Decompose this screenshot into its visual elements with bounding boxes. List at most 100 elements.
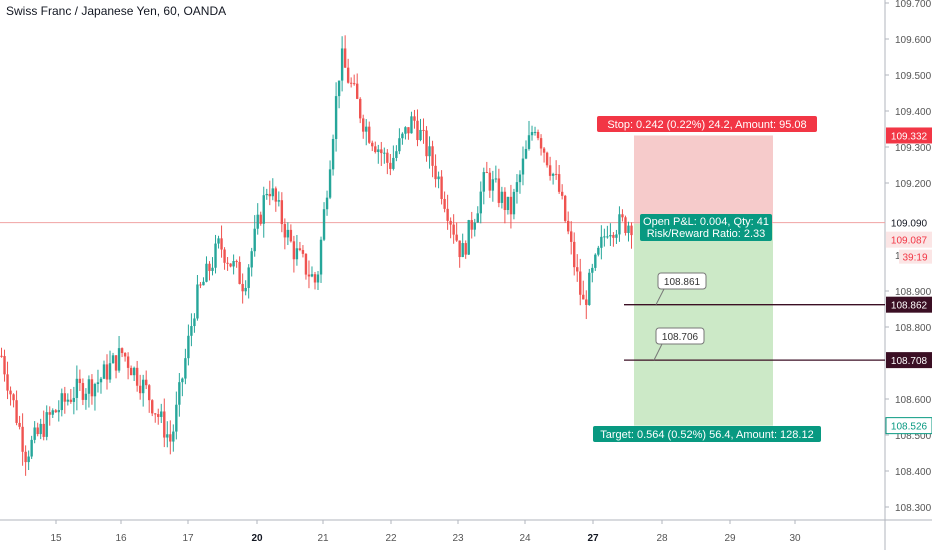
level1-callout-pointer [655, 288, 665, 305]
level1-price-label: 108.862 [891, 301, 928, 312]
candle-body [181, 378, 184, 383]
candle-body [6, 374, 9, 391]
candle-body [129, 367, 133, 376]
candle-body [214, 243, 217, 268]
candle-body [328, 169, 332, 198]
candle-body [75, 378, 79, 398]
candle-body [148, 385, 151, 401]
candle-body [60, 393, 63, 411]
candle-body [114, 355, 118, 371]
candle-body [36, 427, 39, 435]
candle-body [93, 384, 97, 397]
candle-body [533, 131, 537, 133]
candle-body [190, 326, 193, 336]
candle-body [346, 67, 350, 83]
candle-body [334, 96, 338, 139]
candle-body [81, 383, 85, 400]
price-tick-label: 109.500 [895, 71, 932, 82]
level2-price-label-bg [886, 352, 932, 369]
time-tick-label: 17 [182, 533, 194, 544]
candle-body [606, 236, 609, 238]
candle-body [467, 220, 470, 255]
candle-body [292, 241, 296, 260]
candle-body [175, 404, 178, 432]
candle-body [349, 82, 353, 84]
candle-body [392, 157, 395, 169]
candle-body [30, 439, 33, 457]
chart-title: Swiss Franc / Japanese Yen, 60, OANDA [6, 4, 227, 18]
candle-body [452, 224, 455, 235]
candle-body [512, 191, 516, 215]
candle-body [235, 261, 238, 263]
level1-price-label-bg [886, 296, 932, 313]
candle-body [42, 423, 45, 437]
candle-body [437, 176, 440, 180]
candle-body [458, 240, 461, 258]
candle-body [298, 248, 302, 250]
candle-body [515, 182, 519, 192]
level2-price-label: 108.708 [891, 356, 928, 367]
candle-body [527, 135, 531, 149]
candle-body [87, 379, 91, 394]
candle-body [208, 263, 211, 271]
candle-body [524, 148, 528, 159]
candle-body [365, 126, 368, 132]
candle-body [205, 263, 208, 282]
candle-body [166, 434, 169, 438]
candle-body [280, 200, 284, 225]
candle-body [187, 335, 190, 359]
pnl-info-bg [640, 214, 772, 241]
price-tick-label: 109.400 [895, 107, 932, 118]
candle-body [211, 267, 214, 271]
candle-body [259, 214, 262, 224]
candle-body [440, 176, 443, 199]
candle-body [27, 456, 30, 463]
candle-body [223, 249, 226, 263]
candle-body [169, 434, 172, 442]
stop-zone [634, 135, 773, 224]
candle-body [268, 193, 271, 197]
candle-body [172, 431, 175, 442]
countdown-label-bg [899, 249, 932, 264]
candle-body [307, 274, 311, 277]
candle-body [443, 198, 446, 209]
candle-body [241, 283, 244, 292]
candle-body [9, 390, 12, 395]
price-tick-label: 108.800 [895, 323, 932, 334]
candle-body [539, 138, 543, 149]
candle-body [289, 229, 293, 242]
candle-body [485, 172, 489, 174]
candle-body [154, 413, 157, 415]
candle-body [503, 191, 507, 211]
candle-body [404, 127, 407, 134]
candle-body [184, 358, 187, 379]
candle-body [160, 411, 163, 417]
candle-body [597, 247, 600, 255]
candle-body [563, 195, 567, 221]
candle-body [627, 225, 630, 233]
time-tick-label: 23 [452, 533, 464, 544]
current-price-label-bg [886, 214, 932, 231]
candle-body [33, 427, 36, 440]
stop-price-label-bg [886, 127, 932, 144]
target-price-label: 108.526 [891, 422, 928, 433]
entry-price-label: 109.087 [891, 236, 928, 247]
candle-body [99, 378, 103, 383]
candle-body [310, 274, 314, 277]
current-price-label: 109.090 [891, 219, 928, 230]
candle-body [54, 410, 57, 413]
candle-body [352, 83, 356, 85]
candle-body [455, 234, 458, 241]
candle-body [220, 238, 223, 250]
candle-body [66, 399, 70, 402]
candle-body [383, 152, 386, 154]
candle-body [319, 239, 323, 275]
candle-body [343, 48, 347, 68]
candle-body [217, 238, 220, 244]
level2-callout-pointer [653, 343, 663, 361]
candle-body [431, 146, 434, 166]
candle-body [377, 149, 380, 153]
candle-body [138, 385, 142, 394]
